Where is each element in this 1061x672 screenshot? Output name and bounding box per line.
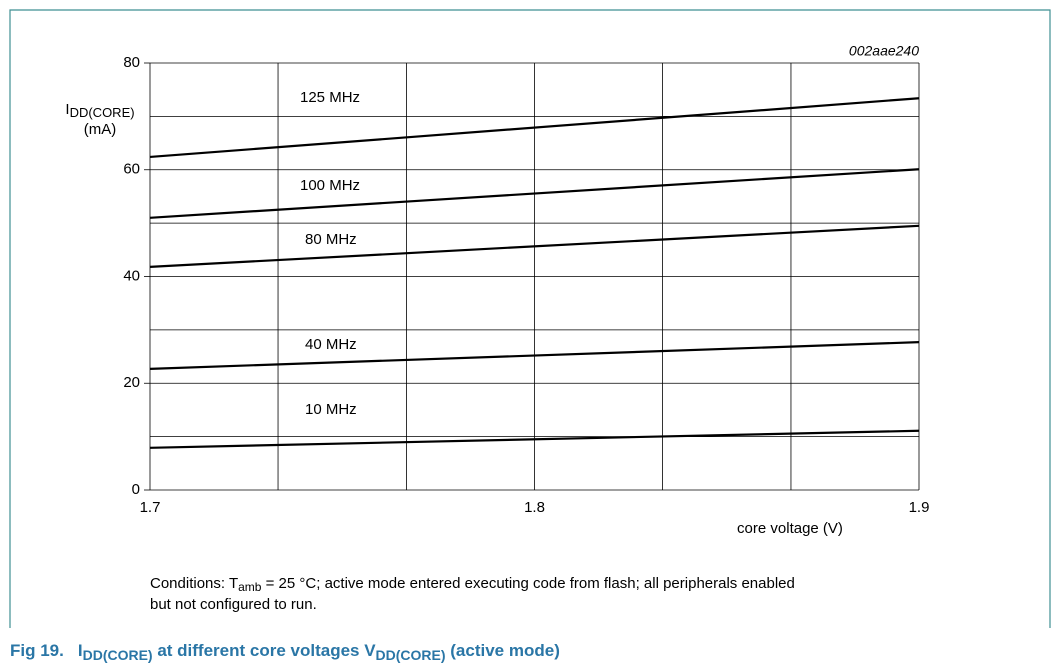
x-tick-label: 1.8 xyxy=(524,499,545,516)
y-tick-label: 20 xyxy=(123,374,140,391)
series-line xyxy=(149,429,920,449)
series-label: 40 MHz xyxy=(305,336,357,353)
caption-sub: DD(CORE) xyxy=(376,647,446,663)
conditions-text: Conditions: T xyxy=(150,575,238,592)
conditions-sub: amb xyxy=(238,580,262,594)
series-line xyxy=(149,341,920,370)
caption-number: Fig 19. xyxy=(10,641,64,660)
caption-text: at different core voltages V xyxy=(153,641,377,660)
conditions-line2: but not configured to run. xyxy=(150,596,317,613)
caption: Fig 19. IDD(CORE) at different core volta… xyxy=(10,641,560,662)
y-tick-label: 40 xyxy=(123,267,140,284)
x-axis-label: core voltage (V) xyxy=(737,520,843,537)
caption-sub: DD(CORE) xyxy=(83,647,153,663)
series-line xyxy=(149,224,920,268)
series-label: 100 MHz xyxy=(300,177,360,194)
y-label-sub: DD(CORE) xyxy=(70,105,135,120)
x-tick-label: 1.7 xyxy=(140,499,161,516)
figure-code: 002aae240 xyxy=(849,43,919,59)
series-line xyxy=(149,97,920,159)
series-label: 125 MHz xyxy=(300,89,360,106)
conditions-text: = 25 °C; active mode entered executing c… xyxy=(261,575,794,592)
y-axis-unit: (mA) xyxy=(84,121,117,138)
frame xyxy=(9,9,1051,628)
y-axis-label: IDD(CORE) xyxy=(65,101,134,120)
series-line xyxy=(149,168,920,219)
conditions: Conditions: Tamb = 25 °C; active mode en… xyxy=(150,575,795,594)
x-tick-label: 1.9 xyxy=(909,499,930,516)
y-label-main: I xyxy=(65,101,69,118)
series-label: 80 MHz xyxy=(305,231,357,248)
y-tick-label: 80 xyxy=(123,54,140,71)
y-tick-label: 0 xyxy=(132,481,140,498)
y-tick-label: 60 xyxy=(123,161,140,178)
caption-text: I xyxy=(78,641,83,660)
caption-text: (active mode) xyxy=(446,641,560,660)
series-label: 10 MHz xyxy=(305,401,357,418)
